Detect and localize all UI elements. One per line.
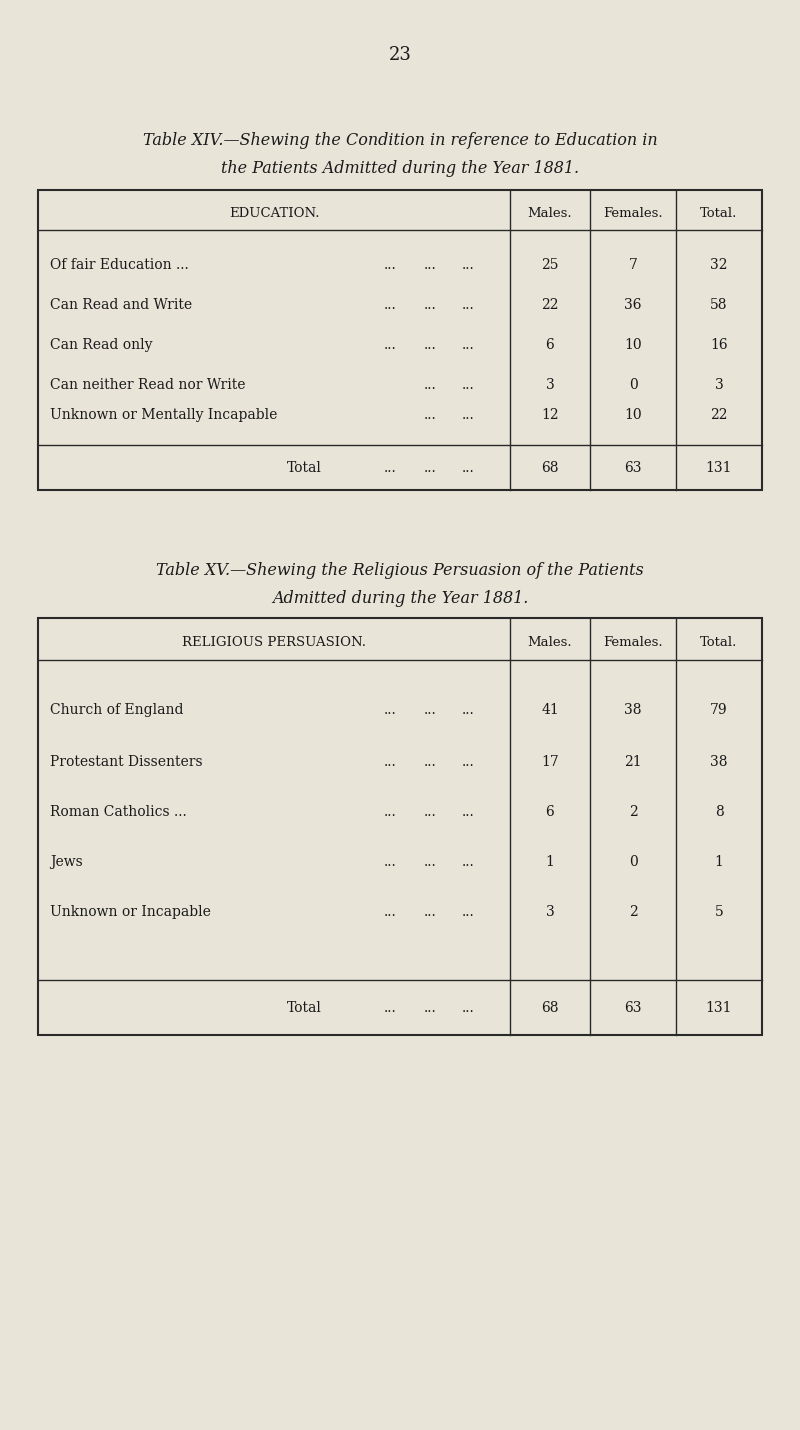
Text: ...: ... bbox=[424, 1001, 436, 1015]
Text: ...: ... bbox=[424, 755, 436, 769]
Text: Table XV.—Shewing the Religious Persuasion of the Patients: Table XV.—Shewing the Religious Persuasi… bbox=[156, 562, 644, 579]
Text: ...: ... bbox=[462, 805, 474, 819]
Text: ...: ... bbox=[462, 257, 474, 272]
Text: ...: ... bbox=[384, 855, 396, 869]
Text: 22: 22 bbox=[542, 297, 558, 312]
Text: 2: 2 bbox=[629, 805, 638, 819]
Text: ...: ... bbox=[462, 378, 474, 392]
Text: Can Read only: Can Read only bbox=[50, 337, 153, 352]
Text: 6: 6 bbox=[546, 337, 554, 352]
Text: 3: 3 bbox=[546, 905, 554, 919]
Text: ...: ... bbox=[424, 855, 436, 869]
Text: Total: Total bbox=[286, 460, 322, 475]
Text: ...: ... bbox=[384, 704, 396, 716]
Text: 38: 38 bbox=[624, 704, 642, 716]
Text: ...: ... bbox=[424, 408, 436, 422]
Text: ...: ... bbox=[462, 408, 474, 422]
Text: Roman Catholics ...: Roman Catholics ... bbox=[50, 805, 186, 819]
Text: 5: 5 bbox=[714, 905, 723, 919]
Text: ...: ... bbox=[424, 905, 436, 919]
Text: Church of England: Church of England bbox=[50, 704, 183, 716]
Text: 10: 10 bbox=[624, 337, 642, 352]
Text: ...: ... bbox=[462, 337, 474, 352]
Text: 32: 32 bbox=[710, 257, 728, 272]
Text: the Patients Admitted during the Year 1881.: the Patients Admitted during the Year 18… bbox=[221, 160, 579, 176]
Text: 25: 25 bbox=[542, 257, 558, 272]
Text: 23: 23 bbox=[389, 46, 411, 64]
Text: 58: 58 bbox=[710, 297, 728, 312]
Text: ...: ... bbox=[384, 805, 396, 819]
Text: ...: ... bbox=[424, 257, 436, 272]
Text: 21: 21 bbox=[624, 755, 642, 769]
Text: 1: 1 bbox=[546, 855, 554, 869]
Text: 63: 63 bbox=[624, 1001, 642, 1015]
Text: Protestant Dissenters: Protestant Dissenters bbox=[50, 755, 202, 769]
Text: Males.: Males. bbox=[528, 635, 572, 648]
Text: ...: ... bbox=[462, 755, 474, 769]
Text: ...: ... bbox=[384, 460, 396, 475]
Text: ...: ... bbox=[424, 337, 436, 352]
Text: 68: 68 bbox=[542, 460, 558, 475]
Text: Unknown or Mentally Incapable: Unknown or Mentally Incapable bbox=[50, 408, 278, 422]
Text: ...: ... bbox=[384, 297, 396, 312]
Text: 2: 2 bbox=[629, 905, 638, 919]
Text: ...: ... bbox=[424, 297, 436, 312]
Text: ...: ... bbox=[424, 704, 436, 716]
Text: 3: 3 bbox=[546, 378, 554, 392]
Text: ...: ... bbox=[462, 297, 474, 312]
Text: 10: 10 bbox=[624, 408, 642, 422]
Text: 16: 16 bbox=[710, 337, 728, 352]
Text: ...: ... bbox=[384, 755, 396, 769]
Text: ...: ... bbox=[462, 905, 474, 919]
Text: ...: ... bbox=[424, 805, 436, 819]
Text: Can neither Read nor Write: Can neither Read nor Write bbox=[50, 378, 246, 392]
Text: 131: 131 bbox=[706, 1001, 732, 1015]
Text: 38: 38 bbox=[710, 755, 728, 769]
Text: 0: 0 bbox=[629, 378, 638, 392]
Text: Table XIV.—Shewing the Condition in reference to Education in: Table XIV.—Shewing the Condition in refe… bbox=[142, 132, 658, 149]
Text: ...: ... bbox=[384, 257, 396, 272]
Text: 63: 63 bbox=[624, 460, 642, 475]
Text: Males.: Males. bbox=[528, 206, 572, 219]
Text: ...: ... bbox=[384, 905, 396, 919]
Text: 22: 22 bbox=[710, 408, 728, 422]
Text: Unknown or Incapable: Unknown or Incapable bbox=[50, 905, 211, 919]
Text: 3: 3 bbox=[714, 378, 723, 392]
Text: 1: 1 bbox=[714, 855, 723, 869]
Text: ...: ... bbox=[384, 337, 396, 352]
Text: Total: Total bbox=[286, 1001, 322, 1015]
Text: Jews: Jews bbox=[50, 855, 82, 869]
Text: 17: 17 bbox=[541, 755, 559, 769]
Text: 8: 8 bbox=[714, 805, 723, 819]
Text: 131: 131 bbox=[706, 460, 732, 475]
Text: Of fair Education ...: Of fair Education ... bbox=[50, 257, 189, 272]
Text: ...: ... bbox=[462, 704, 474, 716]
Text: ...: ... bbox=[462, 460, 474, 475]
Text: 36: 36 bbox=[624, 297, 642, 312]
Text: 7: 7 bbox=[629, 257, 638, 272]
Text: 6: 6 bbox=[546, 805, 554, 819]
Text: Admitted during the Year 1881.: Admitted during the Year 1881. bbox=[272, 589, 528, 606]
Text: ...: ... bbox=[424, 378, 436, 392]
Text: Females.: Females. bbox=[603, 635, 663, 648]
Text: EDUCATION.: EDUCATION. bbox=[229, 206, 319, 219]
Text: Females.: Females. bbox=[603, 206, 663, 219]
Text: ...: ... bbox=[462, 1001, 474, 1015]
Text: ...: ... bbox=[424, 460, 436, 475]
Text: Can Read and Write: Can Read and Write bbox=[50, 297, 192, 312]
Text: ...: ... bbox=[462, 855, 474, 869]
Text: Total.: Total. bbox=[700, 206, 738, 219]
Text: 41: 41 bbox=[541, 704, 559, 716]
Text: 79: 79 bbox=[710, 704, 728, 716]
Text: 68: 68 bbox=[542, 1001, 558, 1015]
Text: 12: 12 bbox=[541, 408, 559, 422]
Text: Total.: Total. bbox=[700, 635, 738, 648]
Text: RELIGIOUS PERSUASION.: RELIGIOUS PERSUASION. bbox=[182, 635, 366, 648]
Text: 0: 0 bbox=[629, 855, 638, 869]
Text: ...: ... bbox=[384, 1001, 396, 1015]
